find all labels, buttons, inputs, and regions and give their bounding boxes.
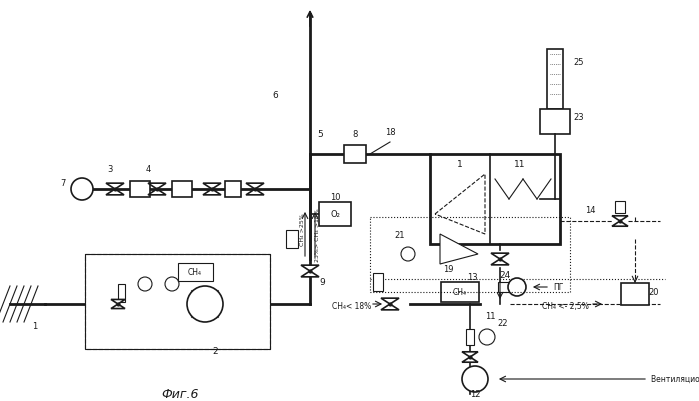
Text: 24: 24	[499, 270, 511, 279]
Polygon shape	[111, 300, 125, 304]
Polygon shape	[440, 235, 478, 264]
Text: 1: 1	[32, 322, 38, 331]
Circle shape	[187, 286, 223, 322]
Text: O₂: O₂	[330, 210, 340, 219]
Text: 18: 18	[384, 128, 396, 137]
Text: CH₄: CH₄	[188, 268, 202, 277]
Bar	[621, 283, 649, 305]
Polygon shape	[301, 265, 319, 271]
Polygon shape	[106, 184, 124, 190]
Polygon shape	[203, 184, 221, 190]
Text: 13: 13	[467, 272, 477, 281]
Polygon shape	[148, 184, 166, 190]
Polygon shape	[111, 304, 125, 309]
Text: 1: 1	[457, 160, 463, 168]
Polygon shape	[246, 190, 264, 195]
Text: ПГ: ПГ	[553, 283, 563, 292]
Polygon shape	[612, 216, 628, 221]
Text: 14: 14	[585, 205, 596, 215]
Bar	[430, 155, 560, 244]
Text: CH₄ <- 2,5%: CH₄ <- 2,5%	[542, 302, 589, 311]
Polygon shape	[462, 352, 478, 357]
Circle shape	[401, 247, 415, 261]
Text: 21: 21	[395, 231, 405, 239]
Text: 11: 11	[514, 160, 526, 168]
Text: 9: 9	[319, 277, 325, 286]
Text: 3: 3	[108, 164, 113, 174]
Polygon shape	[491, 259, 509, 265]
Bar	[118, 284, 125, 302]
Text: 25%> CH₄ >18%: 25%> CH₄ >18%	[315, 208, 320, 261]
Text: 20: 20	[648, 287, 658, 296]
Bar	[370, 217, 570, 292]
Polygon shape	[246, 184, 264, 190]
Text: 4: 4	[145, 164, 150, 174]
Polygon shape	[381, 298, 399, 304]
Bar	[498, 282, 510, 292]
Circle shape	[138, 277, 152, 291]
Bar	[466, 329, 474, 345]
Circle shape	[508, 278, 526, 296]
Text: 5: 5	[317, 130, 323, 139]
Text: 10: 10	[330, 192, 340, 201]
Bar	[540, 110, 570, 135]
Text: 19: 19	[442, 264, 453, 273]
Circle shape	[165, 277, 179, 291]
Text: 8: 8	[352, 130, 358, 139]
Bar	[178, 263, 212, 281]
Bar	[85, 254, 270, 349]
Circle shape	[462, 366, 488, 392]
Text: 12: 12	[470, 389, 480, 398]
Text: 22: 22	[497, 318, 507, 327]
Circle shape	[479, 329, 495, 345]
Bar	[85, 254, 270, 349]
Polygon shape	[203, 190, 221, 195]
Polygon shape	[106, 190, 124, 195]
Bar	[319, 203, 351, 227]
Polygon shape	[491, 253, 509, 259]
Polygon shape	[301, 271, 319, 277]
Text: 11: 11	[485, 311, 496, 320]
Bar	[286, 231, 298, 248]
Text: 25: 25	[573, 58, 584, 67]
Polygon shape	[612, 221, 628, 227]
Text: CH₄ >25%: CH₄ >25%	[300, 213, 305, 246]
Polygon shape	[148, 190, 166, 195]
Bar	[225, 182, 241, 198]
Text: CH₄< 18%: CH₄< 18%	[333, 302, 372, 311]
Polygon shape	[381, 304, 399, 310]
Text: 6: 6	[272, 90, 278, 99]
Bar	[373, 273, 383, 291]
Text: CH₄: CH₄	[453, 288, 467, 297]
Text: Вентиляционная струя: Вентиляционная струя	[651, 375, 699, 383]
Text: 23: 23	[573, 113, 584, 122]
Circle shape	[71, 178, 93, 200]
Bar	[441, 282, 479, 302]
Bar	[172, 182, 192, 198]
Polygon shape	[462, 357, 478, 362]
Bar	[130, 182, 150, 198]
Bar	[344, 146, 366, 164]
Bar	[615, 201, 625, 213]
Bar	[547, 50, 563, 110]
Text: Фиг.6: Фиг.6	[161, 387, 199, 401]
Text: 7: 7	[60, 178, 66, 188]
Text: 2: 2	[212, 346, 218, 356]
